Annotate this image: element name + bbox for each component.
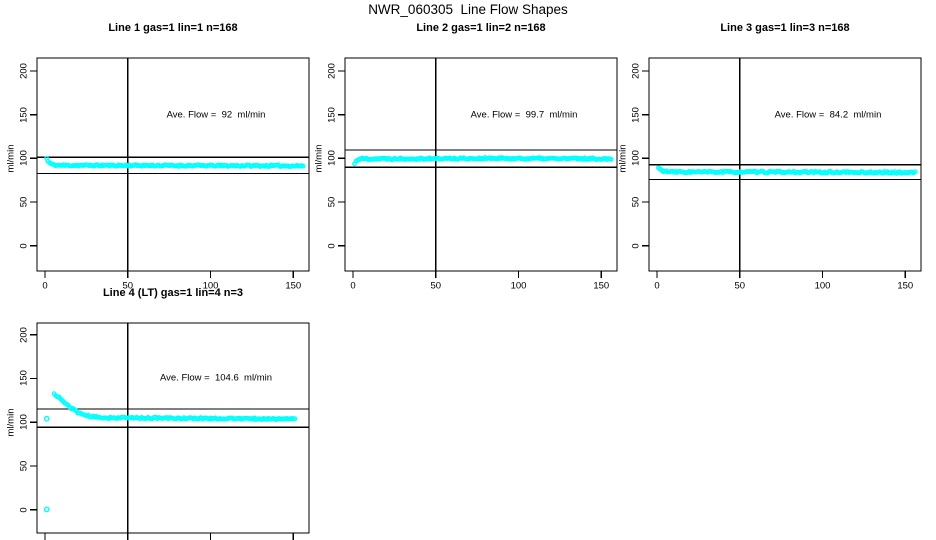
y-tick-label: 150 — [326, 106, 338, 123]
y-tick-label: 150 — [630, 106, 642, 123]
y-tick-label: 50 — [18, 196, 30, 208]
y-tick-label: 200 — [326, 63, 338, 79]
x-tick-label: 50 — [430, 280, 442, 292]
y-tick-label: 100 — [630, 150, 642, 167]
y-axis-label: ml/min — [5, 144, 17, 173]
panel-title: Line 3 gas=1 lin=3 n=168 — [720, 22, 850, 34]
y-tick-label: 200 — [18, 63, 30, 79]
y-tick-label: 50 — [18, 460, 30, 472]
y-tick-label: 0 — [630, 243, 642, 249]
y-tick-label: 150 — [18, 106, 30, 123]
plot-area — [642, 57, 922, 278]
panel-title: Line 4 (LT) gas=1 lin=4 n=3 — [102, 287, 244, 299]
x-tick-label: 0 — [350, 280, 356, 292]
x-tick-label: 100 — [510, 280, 527, 292]
x-tick-label: 150 — [897, 280, 914, 292]
panel-title: Line 1 gas=1 lin=1 n=168 — [108, 22, 238, 34]
y-tick-label: 200 — [630, 63, 642, 79]
y-tick-label: 100 — [326, 150, 338, 167]
ave-flow-annotation: Ave. Flow = 99.7 ml/min — [470, 109, 578, 121]
ave-flow-annotation: Ave. Flow = 92 ml/min — [166, 109, 266, 121]
outlier-data-point — [43, 506, 50, 513]
plot-box — [36, 322, 310, 534]
x-tick-label: 100 — [814, 280, 831, 292]
data-point — [912, 169, 918, 175]
plot-box — [36, 57, 310, 272]
y-axis-label: ml/min — [617, 144, 629, 173]
plot-area — [30, 57, 310, 278]
y-tick-label: 0 — [326, 243, 338, 249]
y-axis-label: ml/min — [313, 144, 325, 173]
panel-line-4: Line 4 (LT) gas=1 lin=4 n=3 ml/min Ave. … — [0, 283, 312, 540]
y-tick-label: 200 — [18, 326, 30, 343]
flow-data-points — [352, 155, 614, 167]
panel-line-1: Line 1 gas=1 lin=1 n=168 ml/min Ave. Flo… — [0, 18, 312, 298]
data-point — [300, 163, 306, 169]
x-tick-label: 100 — [202, 280, 219, 292]
y-tick-label: 50 — [326, 196, 338, 208]
y-tick-label: 0 — [18, 243, 30, 249]
y-tick-label: 50 — [630, 196, 642, 208]
ave-flow-annotation: Ave. Flow = 104.6 ml/min — [159, 372, 273, 384]
figure-title: NWR_060305 Line Flow Shapes — [368, 2, 568, 17]
x-tick-label: 150 — [285, 280, 302, 292]
y-tick-label: 100 — [18, 414, 30, 431]
y-tick-label: 0 — [18, 507, 30, 513]
x-tick-label: 0 — [42, 280, 48, 292]
plot-box — [344, 57, 618, 272]
panel-line-3: Line 3 gas=1 lin=3 n=168 ml/min Ave. Flo… — [612, 18, 924, 298]
x-tick-label: 50 — [122, 280, 134, 292]
flow-data-points — [44, 155, 306, 169]
y-axis-label: ml/min — [5, 408, 17, 437]
panel-line-2: Line 2 gas=1 lin=2 n=168 ml/min Ave. Flo… — [308, 18, 620, 298]
data-point — [608, 156, 614, 162]
y-tick-label: 100 — [18, 150, 30, 167]
outlier-data-point — [43, 415, 50, 422]
flow-data-points — [43, 391, 298, 513]
panel-title: Line 2 gas=1 lin=2 n=168 — [416, 22, 546, 34]
ave-flow-annotation: Ave. Flow = 84.2 ml/min — [774, 109, 882, 121]
x-tick-label: 0 — [654, 280, 660, 292]
x-tick-label: 150 — [593, 280, 610, 292]
data-point — [292, 416, 298, 422]
flow-data-points — [656, 165, 918, 176]
plot-area — [338, 57, 618, 278]
plot-area — [30, 322, 310, 540]
y-tick-label: 150 — [18, 370, 30, 387]
x-tick-label: 50 — [734, 280, 746, 292]
